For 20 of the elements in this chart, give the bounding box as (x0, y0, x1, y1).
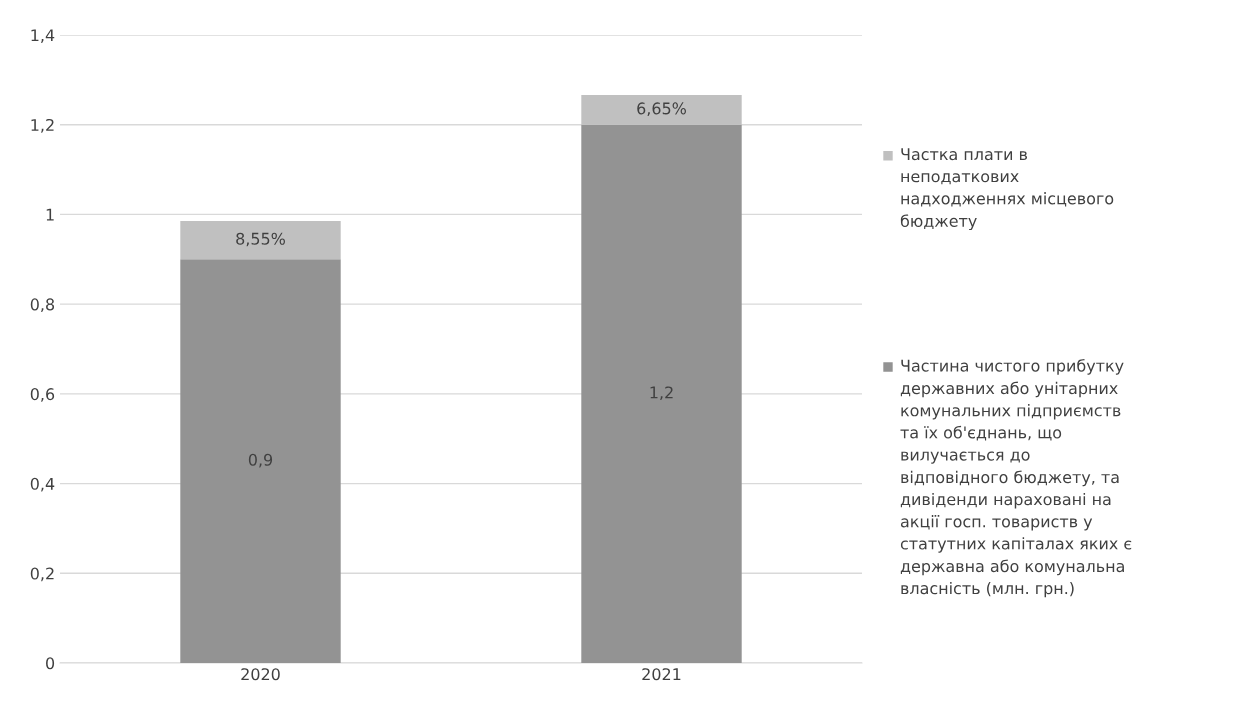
y-tick-label: 0,8 (30, 298, 55, 313)
y-tick-label: 0,4 (30, 477, 55, 492)
bar (180, 220, 341, 260)
y-tick-label: 0 (46, 657, 55, 670)
y-tick-label: 0,2 (30, 567, 54, 582)
x-tick-label: 2020 (241, 668, 280, 681)
y-tick-label: 1 (46, 208, 54, 221)
bar (180, 259, 341, 663)
bar (581, 94, 742, 125)
bar (581, 124, 742, 663)
x-tick-label: 2021 (642, 668, 681, 681)
y-tick-label: 0,6 (30, 388, 55, 402)
data-label: 6,65% (637, 102, 686, 117)
text: Частина чистого прибутку державних або унітарних комунальних підприємств та їх об'єднань, що вилучається до відповідного бюджету, та дивіденди нараховані на акції госп. товариств у статутних капіталах яких є державна або комунальна власність (млн. грн.) (900, 359, 1132, 598)
data-label: 0,9 (248, 453, 273, 468)
y-tick-label: 1,2 (31, 118, 54, 133)
legend-label: Частка плати в неподаткових надходженнях місцевого бюджету (900, 148, 1114, 231)
data-label: 8,55% (236, 232, 285, 247)
data-label: 1,2 (650, 386, 673, 401)
y-tick-label: 1,4 (31, 29, 55, 43)
